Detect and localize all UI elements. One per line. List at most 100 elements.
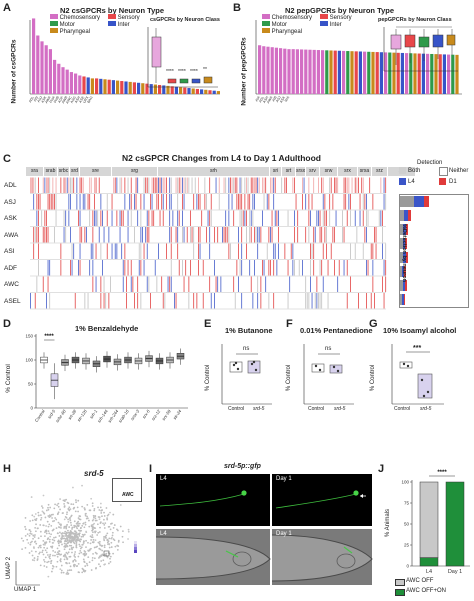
heatmap-cell (278, 227, 279, 243)
heatmap-cell (47, 194, 49, 210)
heatmap-cell (322, 243, 324, 259)
heatmap-cell (95, 210, 97, 226)
panel-a-bar (137, 82, 141, 94)
umap-point (74, 525, 77, 527)
panel-b-ylabel: Number of pepGPCRs (240, 37, 248, 106)
heatmap-cell (252, 293, 254, 309)
umap-point (68, 534, 71, 537)
umap-point (50, 559, 53, 562)
panel-j-bar-off (419, 481, 439, 558)
umap-point (92, 516, 95, 519)
heatmap-cell (297, 210, 299, 226)
umap-point (65, 527, 68, 530)
heatmap-cell (116, 210, 118, 226)
panel-b-bar (312, 49, 316, 94)
panel-a-bar (48, 49, 52, 94)
panel-i-title: srd-5p::gfp (224, 463, 261, 470)
heatmap-cell (127, 227, 129, 243)
heatmap-cell (111, 210, 113, 226)
panel-b-bar (413, 53, 417, 94)
heatmap-cell (326, 243, 327, 259)
panel-a-bar (187, 88, 191, 94)
heatmap-cell (134, 227, 135, 243)
heatmap-cell (308, 177, 310, 193)
family-srw: srw (320, 167, 337, 176)
heatmap-cell (289, 276, 291, 292)
heatmap-cell (177, 194, 179, 210)
heatmap-cell (90, 177, 92, 193)
umap-point (34, 513, 37, 515)
heatmap-cell (156, 194, 158, 210)
heatmap-cell (257, 276, 259, 292)
heatmap-cell (108, 293, 110, 309)
heatmap-cell (257, 177, 259, 193)
heatmap-cell (270, 227, 271, 243)
panel-a-bar (116, 80, 120, 94)
umap-point (110, 541, 113, 544)
umap-point (96, 545, 99, 548)
heatmap-cell (372, 276, 374, 292)
umap-point (91, 529, 93, 532)
heatmap-cell (162, 194, 164, 210)
heatmap-cell (322, 194, 324, 210)
umap-point (62, 537, 64, 540)
heatmap-cell (170, 227, 172, 243)
panel-a-bar (153, 84, 157, 94)
family-sra: sra (26, 167, 43, 176)
umap-point (58, 544, 61, 547)
umap-point (43, 546, 46, 549)
umap-highlight-box (103, 550, 110, 557)
heatmap-cell (148, 276, 150, 292)
umap-point (75, 499, 77, 501)
umap-point (106, 517, 109, 520)
panel-b-bar (379, 52, 383, 94)
umap-point (56, 555, 59, 558)
heatmap-cell (177, 210, 179, 226)
panel-b-tick-label: ADL (258, 95, 265, 103)
heatmap-cell (334, 177, 335, 193)
umap-point (92, 526, 95, 529)
heatmap-cell (311, 194, 313, 210)
umap-point (92, 514, 95, 517)
heatmap-cell (182, 177, 183, 193)
umap-point (69, 516, 71, 519)
umap-point (116, 544, 119, 547)
heatmap-cell (236, 177, 238, 193)
heatmap-cell (378, 210, 380, 226)
umap-point (66, 511, 68, 514)
panel-a-bar (107, 79, 111, 94)
heatmap-cell (127, 177, 129, 193)
heatmap-cell (142, 227, 143, 243)
heatmap-cell (100, 243, 102, 259)
heatmap-cell (127, 210, 129, 226)
heatmap-cell (305, 293, 307, 309)
umap-point (93, 509, 96, 512)
heatmap-cell (230, 243, 231, 259)
umap-point (48, 538, 51, 541)
panel-a-bar (120, 81, 124, 94)
heatmap-cell (327, 260, 329, 276)
umap-point (65, 551, 68, 554)
umap-point (83, 561, 86, 563)
panel-a-bar (124, 81, 128, 94)
panel-j-legend: AWC OFF AWC OFF+ON (395, 578, 474, 600)
heatmap-cell (215, 177, 217, 193)
panel-a-bar (191, 88, 195, 94)
umap-point (53, 536, 55, 539)
heatmap-cell (169, 194, 171, 210)
panel-a-bar (149, 84, 153, 94)
umap-point (70, 540, 73, 543)
panel-c-letter: C (3, 153, 11, 165)
heatmap-cell (55, 177, 57, 193)
detection-l4: L4 (408, 179, 415, 185)
heatmap-cell (273, 177, 275, 193)
heatmap-cell (278, 210, 279, 226)
heatmap-cell (84, 194, 86, 210)
umap-point (99, 565, 102, 568)
umap-point (24, 534, 27, 537)
panel-a-bar (179, 87, 183, 94)
panel-a-tick-label: ASI (33, 95, 39, 102)
heatmap-cell (140, 260, 142, 276)
panel-b-bar (438, 54, 442, 94)
umap-point (73, 538, 76, 541)
